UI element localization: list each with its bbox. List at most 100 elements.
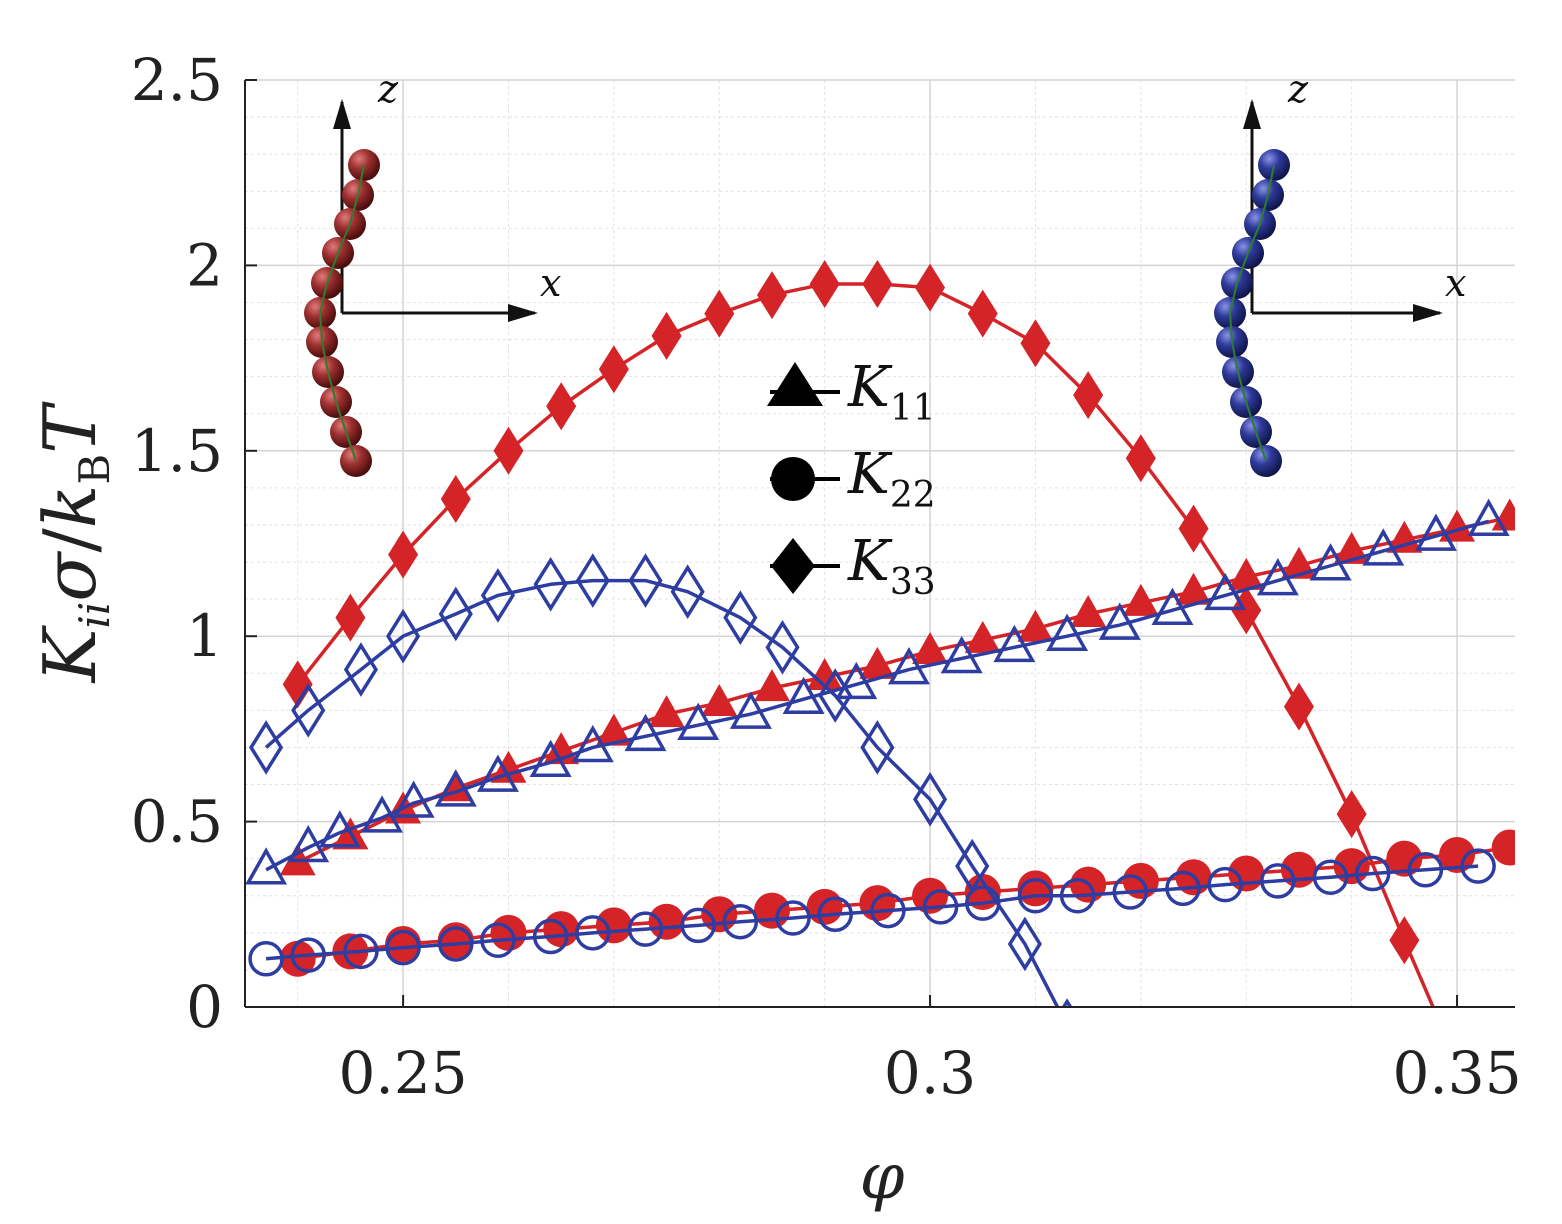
legend-triangle-marker: [767, 362, 823, 406]
triangle-marker: [701, 683, 738, 716]
legend-circle-marker: [771, 457, 815, 501]
y-title-ii: ii: [70, 602, 119, 629]
diamond-marker: [628, 553, 663, 608]
circle-marker: [279, 940, 316, 977]
diamond-marker: [533, 556, 568, 612]
circle-marker: [248, 941, 284, 977]
diamond-marker: [670, 564, 705, 620]
circle-marker: [753, 892, 790, 929]
diamond-marker: [249, 720, 284, 775]
triangle-marker: [964, 620, 1001, 653]
legend: K11 K22 K33: [767, 355, 936, 603]
circle-marker: [1312, 859, 1349, 895]
diamond-marker: [575, 553, 610, 608]
diamond-marker: [704, 289, 735, 338]
diamond-marker: [1061, 998, 1073, 1007]
triangle-marker: [1362, 528, 1405, 566]
triangle-marker: [1070, 594, 1107, 627]
y-tick-label: 1.5: [131, 417, 223, 485]
triangle-marker: [245, 847, 288, 885]
circle-marker: [1228, 855, 1265, 892]
inset-red-chain: z x: [304, 67, 561, 477]
circle-marker: [1207, 866, 1243, 903]
inset-red-x-label: x: [540, 261, 561, 305]
legend-item-k22: K22: [770, 442, 936, 516]
diamond-marker: [862, 259, 893, 308]
diamond-marker: [388, 530, 419, 579]
y-title-K: K: [28, 624, 112, 684]
circle-marker: [543, 911, 580, 948]
circle-marker: [722, 903, 759, 940]
circle-marker: [532, 918, 569, 955]
diamond-marker: [1073, 371, 1104, 420]
triangle-marker: [1256, 558, 1299, 596]
x-tick-label: 0.3: [884, 1039, 976, 1107]
triangle-marker: [595, 713, 632, 746]
diamond-marker: [1125, 434, 1156, 483]
legend-sub-k22: 22: [890, 475, 936, 516]
diamond-marker: [386, 608, 421, 664]
triangle-marker: [1491, 498, 1515, 531]
circle-marker: [1059, 878, 1096, 914]
triangle-marker: [1046, 613, 1089, 651]
triangle-marker: [1467, 498, 1510, 537]
y-tick-label: 0.5: [131, 788, 223, 856]
triangle-marker: [729, 691, 772, 729]
triangle-marker: [1017, 609, 1054, 642]
circle-marker: [1386, 840, 1423, 877]
diamond-marker: [480, 568, 516, 623]
circle-marker: [680, 907, 716, 944]
axis-ticks: [245, 79, 1459, 1008]
circle-marker: [1017, 878, 1054, 914]
diamond-marker: [440, 475, 471, 524]
diamond-marker: [546, 382, 577, 431]
legend-diamond-marker: [771, 538, 815, 594]
triangle-marker: [361, 795, 404, 833]
circle-marker: [385, 929, 421, 966]
circle-marker: [648, 903, 685, 940]
circle-marker: [290, 937, 326, 973]
diamond-marker: [912, 772, 948, 827]
circle-marker: [343, 933, 379, 970]
legend-item-k11: K11: [767, 355, 936, 429]
circle-marker: [859, 885, 896, 922]
triangle-marker: [753, 669, 790, 702]
circle-marker: [806, 888, 843, 925]
diamond-marker: [335, 593, 366, 642]
legend-label-k22: K22: [847, 442, 936, 516]
circle-marker: [870, 892, 906, 929]
triangle-marker: [940, 635, 983, 674]
diamond-marker: [493, 426, 524, 475]
diamond-marker: [809, 259, 840, 308]
diamond-marker: [282, 660, 313, 709]
legend-label-k11: K11: [847, 355, 936, 429]
triangle-marker: [887, 647, 930, 685]
y-tick-label: 2: [186, 231, 223, 299]
diamond-marker: [598, 345, 629, 394]
legend-item-k33: K33: [770, 529, 936, 603]
circle-marker: [1333, 848, 1370, 885]
diamond-marker: [756, 271, 787, 320]
triangle-marker: [1175, 572, 1212, 605]
circle-marker: [922, 889, 959, 925]
triangle-marker: [318, 810, 361, 848]
triangle-marker: [835, 661, 878, 700]
x-tick-label: 0.25: [339, 1039, 468, 1107]
inset-red-z-label: z: [377, 67, 399, 111]
circle-marker: [701, 896, 738, 933]
triangle-marker: [571, 724, 614, 763]
circle-marker: [480, 922, 516, 959]
diamond-marker: [1283, 682, 1314, 731]
svg-text:Kiiσ/kBT: Kiiσ/kBT: [28, 401, 119, 685]
circle-marker: [438, 926, 474, 962]
diamond-marker: [438, 586, 473, 642]
circle-marker: [1112, 874, 1149, 910]
triangle-marker: [476, 754, 519, 792]
diamond-marker: [1020, 319, 1051, 368]
x-tick-label: 0.35: [1392, 1039, 1521, 1107]
circle-marker: [1460, 848, 1496, 884]
y-title-k: k: [28, 485, 112, 529]
series-k33-blue: [249, 553, 1073, 1007]
circle-marker: [817, 896, 853, 933]
triangle-marker: [1414, 513, 1457, 551]
